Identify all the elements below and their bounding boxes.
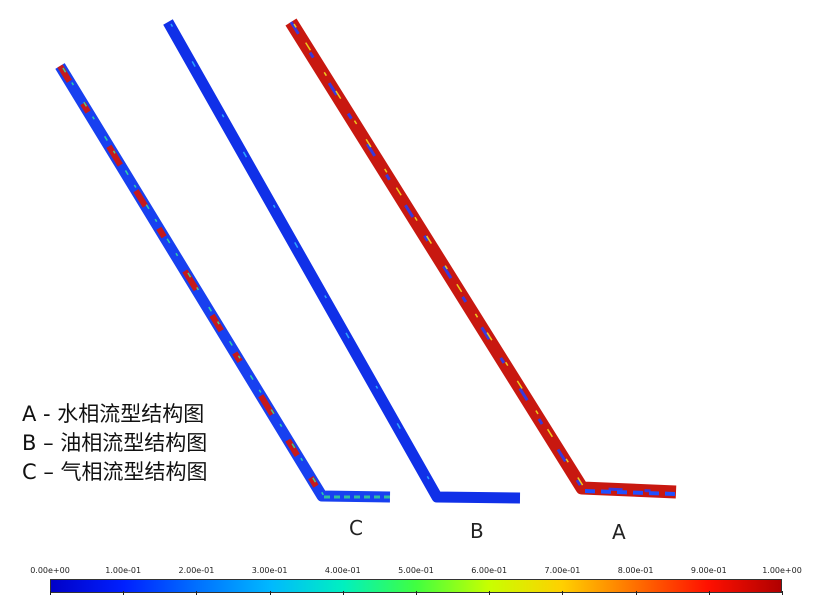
colorbar-tick-mark — [562, 591, 564, 595]
colorbar-tick-mark — [782, 591, 783, 595]
colorbar-tick-label: 8.00e-01 — [617, 566, 654, 575]
pipe-a — [285, 18, 677, 499]
colorbar-tick-mark — [489, 591, 491, 595]
colorbar-tick-mark — [196, 591, 198, 595]
colorbar-tick-mark — [50, 591, 51, 595]
legend-water-phase: A - 水相流型结构图 — [22, 402, 205, 426]
pipe-c — [55, 63, 391, 503]
phase-legend: A - 水相流型结构图 B – 油相流型结构图 C – 气相流型结构图 — [22, 400, 208, 487]
legend-oil-phase: B – 油相流型结构图 — [22, 431, 208, 455]
colorbar-tick-label: 4.00e-01 — [324, 566, 361, 575]
colorbar: 0.00e+00 1.00e-01 2.00e-01 3.00e-01 4.00e-01… — [0, 562, 816, 612]
colorbar-tick-label: 0.00e+00 — [30, 566, 70, 575]
colorbar-tick-mark — [342, 591, 344, 595]
pipe-b — [163, 19, 521, 504]
colorbar-tick-mark — [123, 591, 125, 595]
pipe-label-c: C — [349, 516, 363, 540]
colorbar-tick-label: 9.00e-01 — [690, 566, 727, 575]
colorbar-tick-label: 5.00e-01 — [398, 566, 434, 575]
legend-gas-phase: C – 气相流型结构图 — [22, 460, 208, 484]
pipe-a-yellow-edges — [293, 23, 586, 490]
colorbar-tick-label: 6.00e-01 — [471, 566, 508, 575]
colorbar-tick-mark — [635, 591, 637, 595]
colorbar-tick-mark — [708, 591, 710, 595]
colorbar-tick-mark — [416, 591, 417, 595]
pipe-c-green-edges — [62, 67, 325, 497]
colorbar-tick-mark — [269, 591, 271, 595]
colorbar-tick-label: 1.00e+00 — [762, 566, 802, 575]
colorbar-tick-label: 2.00e-01 — [178, 566, 215, 575]
phase-contour-pipes — [55, 18, 677, 504]
pipe-a-blue-streaks — [289, 21, 677, 494]
pipe-c-red-streaks — [57, 64, 325, 498]
pipe-a-body — [285, 18, 677, 499]
colorbar-tick-label: 7.00e-01 — [544, 566, 581, 575]
pipe-label-a: A — [612, 520, 626, 544]
pipe-label-b: B — [470, 519, 484, 543]
colorbar-tick-label: 3.00e-01 — [251, 566, 288, 575]
pipe-b-body — [163, 19, 521, 504]
colorbar-tick-label: 1.00e-01 — [105, 566, 142, 575]
